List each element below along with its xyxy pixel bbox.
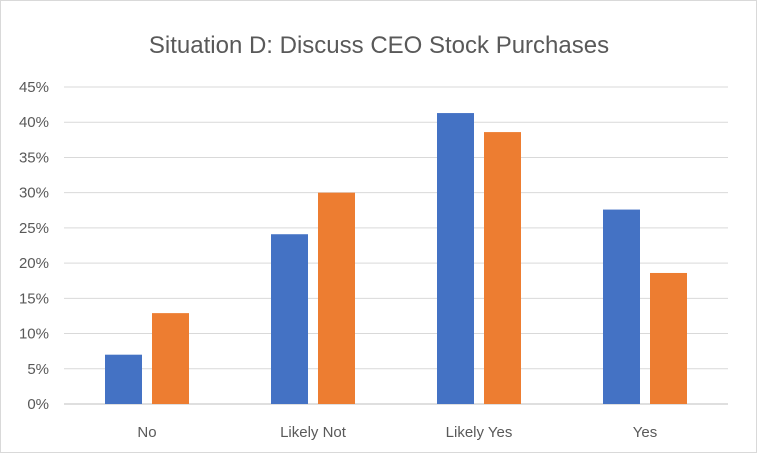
y-tick-label: 40%: [19, 114, 49, 131]
bar-series-1: [603, 209, 640, 404]
bar-series-2: [318, 192, 355, 404]
y-tick-label: 25%: [19, 220, 49, 237]
bar-series-2: [152, 313, 189, 404]
x-tick-label: Yes: [633, 424, 657, 441]
bars: [105, 113, 687, 404]
y-tick-label: 20%: [19, 255, 49, 272]
x-axis-ticks: No Likely Not Likely Yes Yes: [137, 424, 657, 441]
y-tick-label: 45%: [19, 79, 49, 96]
bar-series-2: [484, 132, 521, 404]
y-tick-label: 35%: [19, 149, 49, 166]
y-tick-label: 15%: [19, 290, 49, 307]
y-tick-label: 0%: [27, 396, 49, 413]
bar-series-1: [105, 354, 142, 404]
y-tick-label: 30%: [19, 185, 49, 202]
y-axis-ticks: 0% 5% 10% 15% 20% 25% 30% 35% 40% 45%: [19, 79, 49, 413]
bar-series-1: [437, 113, 474, 404]
y-tick-label: 5%: [27, 361, 49, 378]
x-tick-label: No: [137, 424, 156, 441]
bar-series-2: [650, 272, 687, 404]
x-tick-label: Likely Yes: [446, 424, 513, 441]
bar-series-1: [271, 234, 308, 404]
x-tick-label: Likely Not: [280, 424, 347, 441]
y-tick-label: 10%: [19, 326, 49, 343]
chart-title: Situation D: Discuss CEO Stock Purchases: [149, 32, 609, 59]
